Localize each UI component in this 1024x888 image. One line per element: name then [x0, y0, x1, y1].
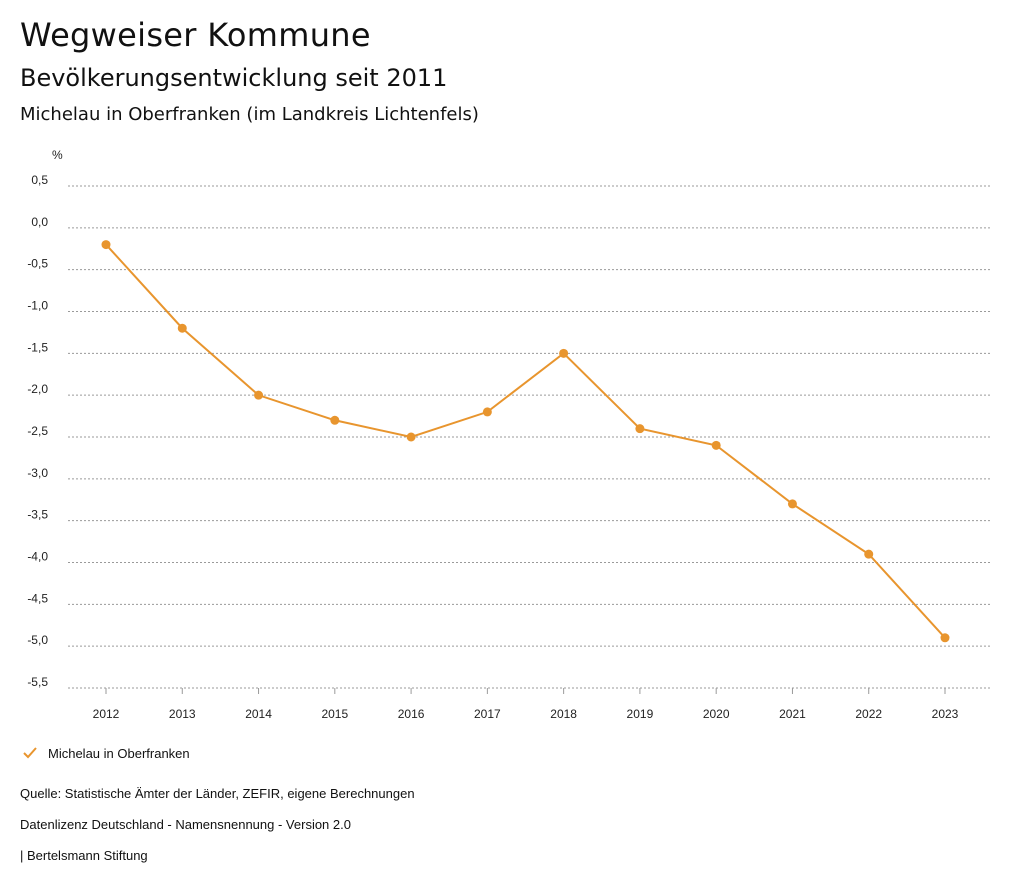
y-tick-label: -1,0	[27, 299, 48, 313]
page-title: Wegweiser Kommune	[20, 16, 371, 54]
data-point	[864, 549, 874, 559]
x-tick-label: 2019	[627, 707, 654, 721]
legend[interactable]: Michelau in Oberfranken	[22, 745, 190, 761]
y-tick-label: -2,5	[27, 424, 48, 438]
x-tick-label: 2021	[779, 707, 806, 721]
data-point	[635, 424, 645, 434]
y-axis-unit-label: %	[52, 148, 63, 162]
y-tick-label: -1,5	[27, 340, 48, 354]
data-point	[254, 390, 264, 400]
y-tick-label: -3,0	[27, 466, 48, 480]
x-tick-label: 2015	[321, 707, 348, 721]
data-point	[787, 499, 797, 509]
y-tick-label: -0,5	[27, 257, 48, 271]
series-line	[105, 243, 946, 639]
x-tick-label: 2016	[398, 707, 425, 721]
y-tick-label: -5,0	[27, 633, 48, 647]
x-tick-label: 2023	[932, 707, 959, 721]
x-tick-label: 2018	[550, 707, 577, 721]
y-tick-label: -2,0	[27, 382, 48, 396]
data-point	[101, 240, 111, 250]
x-tick-label: 2013	[169, 707, 196, 721]
x-tick-label: 2020	[703, 707, 730, 721]
legend-check-icon	[23, 747, 37, 759]
y-tick-label: 0,5	[31, 173, 48, 187]
data-point	[711, 440, 721, 450]
y-tick-label: -4,0	[27, 550, 48, 564]
legend-label: Michelau in Oberfranken	[48, 745, 190, 761]
license-text: Datenlizenz Deutschland - Namensnennung …	[20, 817, 351, 832]
source-text: Quelle: Statistische Ämter der Länder, Z…	[20, 786, 415, 801]
data-point	[177, 323, 187, 333]
data-point	[559, 348, 569, 358]
y-tick-label: 0,0	[31, 215, 48, 229]
x-tick-label: 2022	[855, 707, 882, 721]
region-label: Michelau in Oberfranken (im Landkreis Li…	[20, 104, 479, 125]
y-tick-label: -5,5	[27, 675, 48, 689]
chart-subtitle: Bevölkerungsentwicklung seit 2011	[20, 64, 448, 92]
x-tick-label: 2017	[474, 707, 501, 721]
data-point	[406, 432, 416, 442]
publisher-text: | Bertelsmann Stiftung	[20, 848, 148, 863]
data-point	[330, 415, 340, 425]
data-point	[940, 633, 950, 643]
y-tick-label: -4,5	[27, 591, 48, 605]
data-point	[482, 407, 492, 417]
x-tick-label: 2012	[93, 707, 120, 721]
y-tick-label: -3,5	[27, 508, 48, 522]
x-tick-label: 2014	[245, 707, 272, 721]
line-chart: % 0,5 0,0 -0,5 -1,0 -1,5 -2,0 -2,5 -3,0 -3,5 -4,0 -…	[27, 148, 990, 721]
